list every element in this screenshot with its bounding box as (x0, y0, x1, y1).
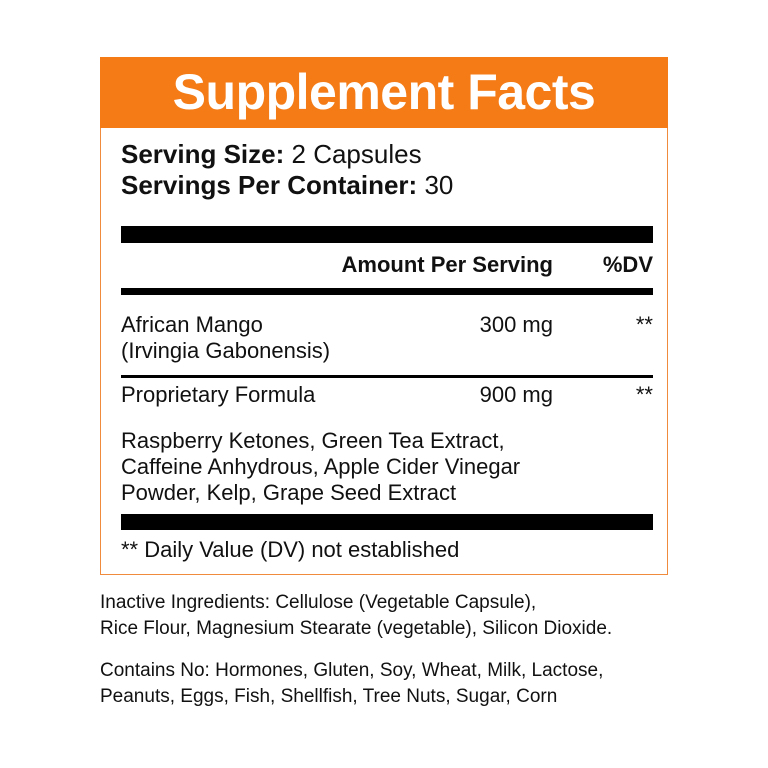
contains-no-line: Peanuts, Eggs, Fish, Shellfish, Tree Nut… (100, 686, 558, 707)
servings-value: 30 (424, 170, 454, 200)
inactive-ingredients-line: Rice Flour, Magnesium Stearate (vegetabl… (100, 618, 613, 639)
footnote: ** Daily Value (DV) not established (121, 537, 460, 562)
inactive-ingredients-line: Inactive Ingredients: Cellulose (Vegetab… (100, 592, 537, 613)
row-subname: (Irvingia Gabonensis) (121, 338, 331, 363)
divider-thick (121, 226, 653, 243)
serving-size: Serving Size: 2 Capsules (121, 139, 422, 169)
divider-thick (121, 514, 653, 530)
serving-size-label: Serving Size: (121, 139, 285, 169)
divider-medium (121, 288, 653, 295)
servings-label: Servings Per Container: (121, 170, 418, 200)
formula-ingredient-line: Caffeine Anhydrous, Apple Cider Vinegar (121, 454, 521, 479)
row-name: African Mango (121, 312, 263, 337)
row-amount: 900 mg (479, 382, 553, 407)
row-amount: 300 mg (479, 312, 553, 337)
serving-size-value: 2 Capsules (291, 139, 422, 169)
divider-thin (121, 375, 653, 378)
row-name: Proprietary Formula (121, 382, 316, 407)
row-dv: ** (635, 382, 653, 407)
formula-ingredient-line: Raspberry Ketones, Green Tea Extract, (121, 428, 505, 453)
panel-title: Supplement Facts (172, 64, 596, 120)
amount-header: Amount Per Serving (341, 252, 553, 277)
header-band (100, 57, 668, 128)
servings-per-container: Servings Per Container: 30 (121, 170, 453, 200)
dv-header: %DV (602, 252, 653, 277)
formula-ingredient-line: Powder, Kelp, Grape Seed Extract (121, 480, 457, 505)
row-dv: ** (635, 312, 653, 337)
contains-no-line: Contains No: Hormones, Gluten, Soy, Whea… (100, 660, 604, 681)
